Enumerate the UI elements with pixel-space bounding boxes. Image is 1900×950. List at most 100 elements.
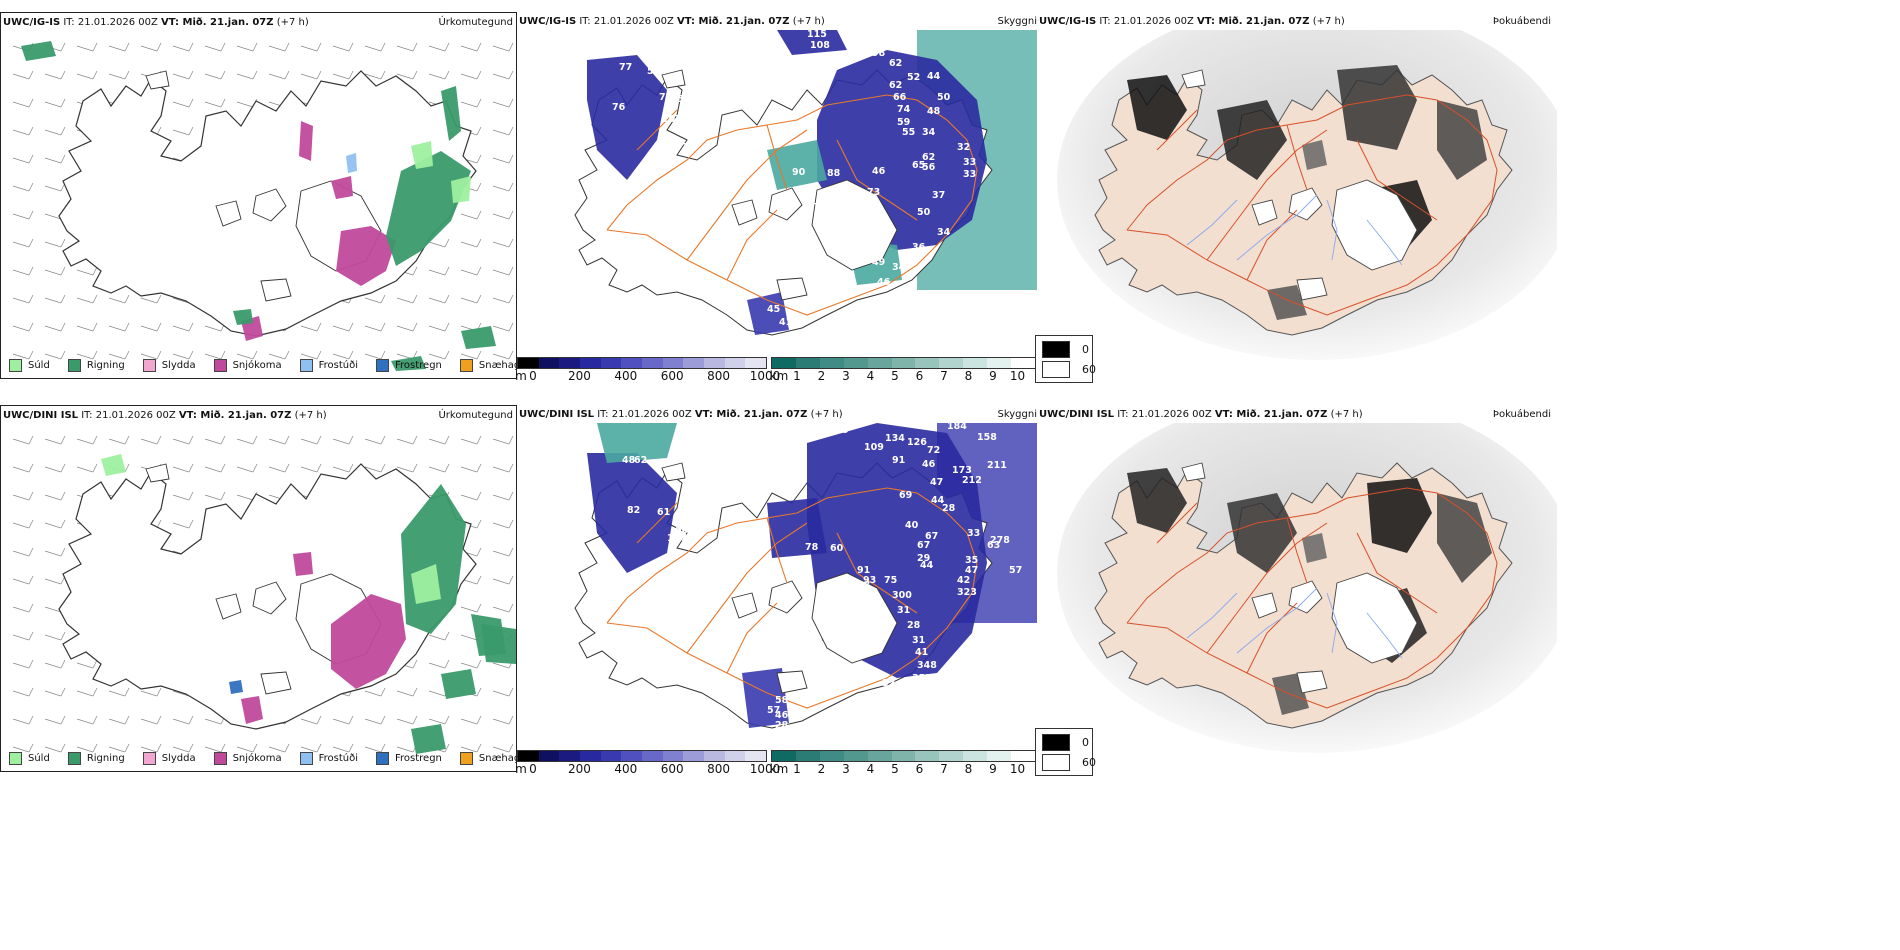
wind-barb	[236, 463, 258, 473]
low-visibility-area	[587, 55, 667, 180]
precip-area	[299, 121, 313, 161]
fog-scale-label: 0	[1082, 343, 1089, 356]
wind-barb	[140, 715, 162, 725]
visibility-label: 78	[805, 542, 819, 553]
fog-area	[1367, 478, 1432, 553]
fog-map	[1057, 423, 1557, 753]
road	[726, 209, 778, 281]
visibility-label: 348	[917, 660, 937, 671]
visibility-label: 62	[922, 152, 935, 163]
wind-barb	[12, 126, 34, 136]
wind-barb	[108, 42, 130, 52]
height-colorbar	[517, 750, 767, 762]
legend-label: Snæhagl	[478, 752, 516, 764]
fog-area	[1127, 75, 1187, 140]
wind-barb	[140, 42, 162, 52]
vis-title: Skyggni	[997, 409, 1037, 420]
visibility-tick: 4	[866, 762, 875, 776]
visibility-label: 52	[907, 72, 920, 83]
wind-barb	[12, 491, 34, 501]
wind-barb	[268, 463, 290, 473]
visibility-label: 76	[612, 102, 626, 113]
wind-barb	[428, 435, 450, 445]
wind-barb	[300, 350, 322, 360]
glacier-outline	[1288, 580, 1323, 614]
visibility-label: 57	[767, 705, 780, 716]
visibility-colorbar	[771, 750, 1036, 762]
wind-barb	[396, 42, 418, 52]
river	[1236, 587, 1318, 654]
river	[1186, 592, 1238, 639]
visibility-tick: 8	[964, 762, 973, 776]
glacier-outline	[731, 592, 758, 619]
visibility-tick: 6	[915, 369, 924, 383]
visibility-label: 73	[867, 187, 880, 198]
visibility-unit: km	[769, 762, 789, 776]
wind-barb	[268, 350, 290, 360]
visibility-label: 72	[637, 46, 650, 57]
wind-barb	[12, 743, 34, 753]
wind-barb	[460, 42, 482, 52]
glacier-outline	[811, 179, 898, 271]
wind-barb	[44, 98, 66, 108]
glacier-outline	[215, 200, 242, 227]
height-tick: 0	[529, 762, 537, 776]
legend-swatch	[376, 751, 389, 765]
fog-swatch-light	[1042, 361, 1070, 378]
wind-barb	[172, 70, 194, 80]
wind-barb	[332, 70, 354, 80]
precip-title: Úrkomutegund	[438, 410, 513, 421]
visibility-tick: 8	[964, 369, 973, 383]
precip-area	[21, 41, 56, 61]
wind-barb	[12, 575, 34, 585]
legend-label: Súld	[28, 752, 50, 764]
visibility-label: 28	[907, 620, 921, 631]
glacier-outline	[1296, 670, 1328, 694]
glacier-outlines	[1181, 462, 1418, 694]
glacier-outline	[145, 463, 170, 483]
precip-area	[336, 226, 396, 286]
height-scale-row2: m 0 200 400 600 800 1000	[515, 750, 780, 776]
vis-scale-row1: km 1 2 3 4 5 6 7 8 9 10	[770, 357, 1036, 383]
wind-barb	[428, 322, 450, 332]
legend-item: Frostregn	[376, 751, 442, 765]
visibility-tick: 7	[940, 369, 948, 383]
panel-header: UWC/DINI ISL IT: 21.01.2026 00Z VT: Mið.…	[1039, 409, 1363, 420]
legend-label: Rigning	[86, 752, 125, 764]
wind-barb	[492, 210, 514, 220]
precip-map	[12, 41, 514, 371]
fog-area	[1437, 100, 1487, 180]
road	[1126, 487, 1498, 709]
visibility-label: 46	[877, 277, 891, 288]
legend-swatch	[142, 358, 156, 372]
visibility-label: 212	[962, 475, 982, 486]
river	[1236, 194, 1318, 261]
wind-barb	[364, 463, 386, 473]
visibility-tick: 2	[817, 762, 826, 776]
visibility-label: 107	[885, 37, 905, 48]
legend-swatch	[9, 358, 22, 372]
legend-item: Súld	[9, 751, 50, 765]
low-visibility-area	[742, 668, 789, 728]
fog-area	[1217, 100, 1287, 180]
wind-barb	[332, 42, 354, 52]
visibility-label: 67	[925, 531, 938, 542]
wind-barb	[460, 266, 482, 276]
visibility-label: 32	[957, 142, 970, 153]
fog-scale-row1: 0 60	[1035, 335, 1096, 383]
wind-barb	[300, 42, 322, 52]
legend-swatch	[299, 358, 313, 372]
visibility-label: 96	[867, 37, 881, 48]
visibility-label: 62	[889, 80, 902, 91]
fog-area	[1437, 493, 1492, 583]
wind-barb	[204, 743, 226, 753]
visibility-tick: 9	[989, 369, 997, 383]
visibility-label: 184	[947, 423, 967, 432]
road	[1286, 517, 1308, 584]
precip-areas	[21, 41, 496, 371]
glacier-outline	[1251, 199, 1278, 226]
height-unit: m	[515, 369, 527, 383]
wind-barb	[492, 266, 514, 276]
wind-barb	[236, 743, 258, 753]
